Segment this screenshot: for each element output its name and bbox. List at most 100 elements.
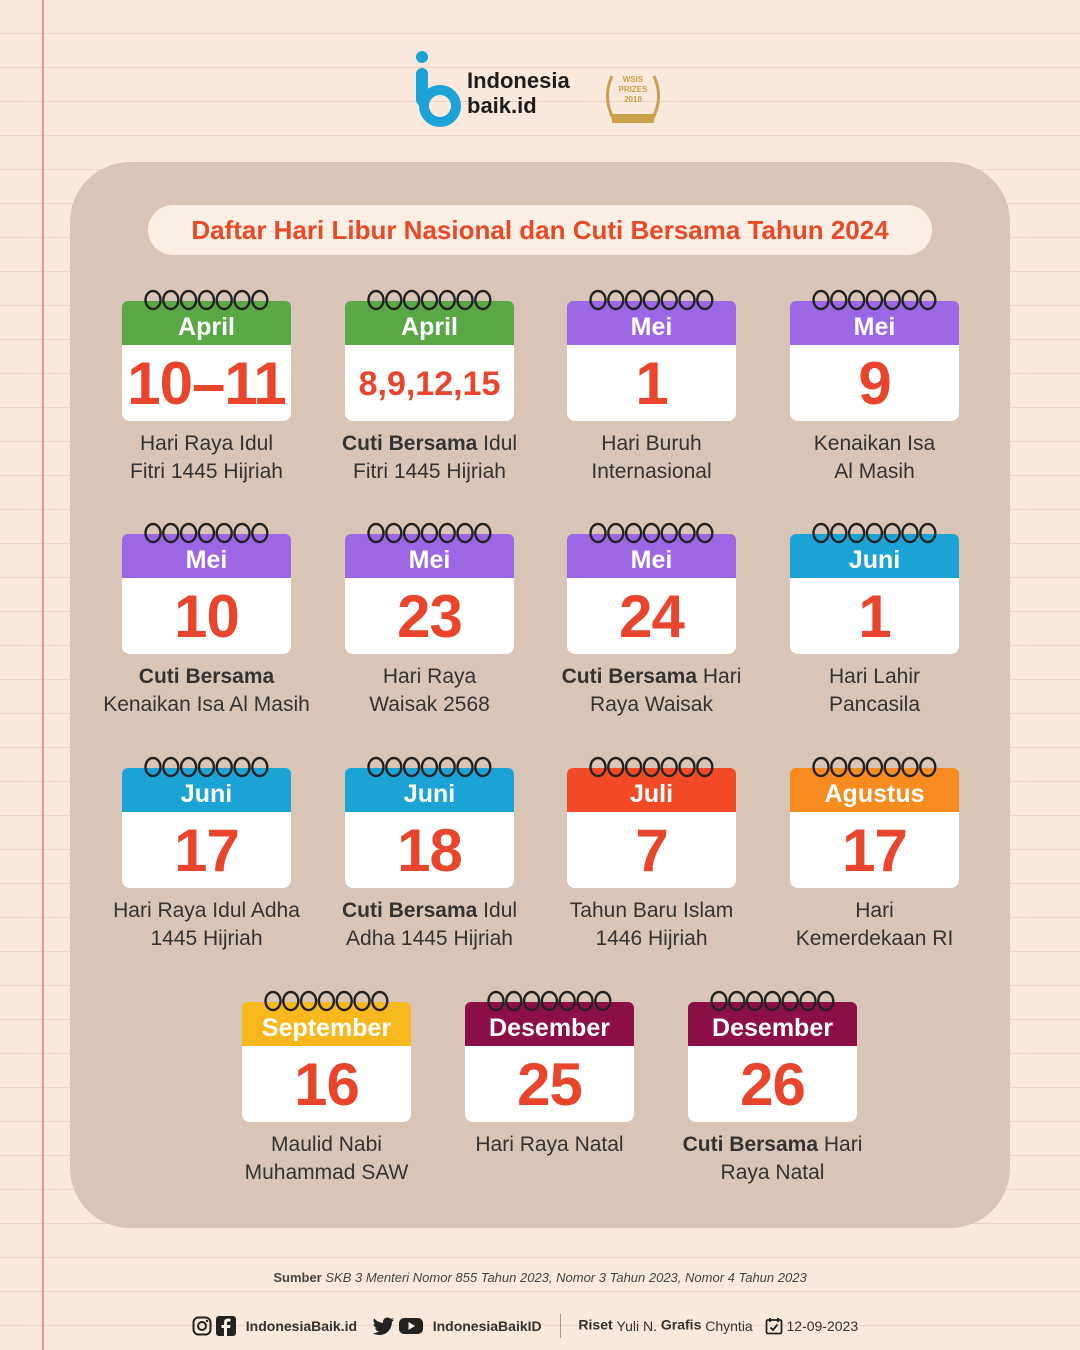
footer-handle-2[interactable]: IndonesiaBaikID <box>432 1318 542 1334</box>
facebook-icon[interactable] <box>215 1316 236 1336</box>
riset-name: Yuli N. <box>616 1318 657 1334</box>
caption-text-1: Hari Raya Idul <box>139 432 274 455</box>
indonesiabaik-logo-icon <box>416 51 461 127</box>
notebook-margin-line <box>42 0 44 1350</box>
riset-label: Riset <box>578 1316 613 1333</box>
caption-text-1: Idul <box>477 899 518 922</box>
holiday-caption: Hari Raya Waisak 2568 <box>310 663 550 719</box>
holiday-caption: Hari Lahir Pancasila <box>755 663 995 719</box>
caption-bold: Cuti Bersama <box>138 665 275 688</box>
caption-bold: Cuti Bersama <box>682 1133 819 1156</box>
caption-line-1: Cuti Bersama Idul <box>310 430 550 458</box>
calendar-rings-icon <box>144 522 269 544</box>
caption-line-1: Hari Raya Idul Adha <box>87 897 327 925</box>
holiday-caption: Cuti Bersama Hari Raya Waisak <box>532 663 772 719</box>
caption-bold: Cuti Bersama <box>561 665 698 688</box>
caption-line-2: Al Masih <box>834 460 915 483</box>
award-text: 2018 <box>624 95 642 104</box>
calendar-day: 16 <box>242 1046 411 1122</box>
calendar-card: Juli 7 <box>567 756 736 888</box>
caption-text-1: Hari <box>697 665 742 688</box>
caption-text-1: Maulid Nabi <box>271 1133 382 1156</box>
caption-line-1: Cuti Bersama Hari <box>532 663 772 691</box>
calendar-rings-icon <box>144 289 269 311</box>
calendar-rings-icon <box>264 990 389 1012</box>
footer-date: 12-09-2023 <box>786 1318 859 1334</box>
grafis-name: Chyntia <box>705 1318 753 1334</box>
calendar-day: 26 <box>688 1046 857 1122</box>
caption-line-2: Raya Natal <box>720 1161 825 1184</box>
page-title: Daftar Hari Libur Nasional dan Cuti Bers… <box>148 205 932 255</box>
caption-text-1: Hari Buruh <box>601 432 702 455</box>
caption-line-2: Waisak 2568 <box>369 693 490 716</box>
calendar-day: 10–11 <box>122 345 291 421</box>
holiday-caption: Cuti Bersama Kenaikan Isa Al Masih <box>87 663 327 719</box>
caption-line-2: 1446 Hijriah <box>595 927 708 950</box>
calendar-day: 24 <box>567 578 736 654</box>
caption-line-1: Hari Lahir <box>755 663 995 691</box>
calendar-check-icon <box>765 1318 783 1335</box>
calendar-card: Mei 9 <box>790 289 959 421</box>
caption-line-2: Fitri 1445 Hijriah <box>130 460 283 483</box>
caption-line-2: Adha 1445 Hijriah <box>346 927 513 950</box>
award-text: PRIZES <box>619 85 649 94</box>
holiday-caption: Hari Raya Idul Adha 1445 Hijriah <box>87 897 327 953</box>
caption-line-1: Maulid Nabi <box>207 1131 447 1159</box>
calendar-rings-icon <box>367 756 492 778</box>
calendar-rings-icon <box>144 756 269 778</box>
calendar-card: Juni 18 <box>345 756 514 888</box>
twitter-icon[interactable] <box>372 1317 395 1335</box>
caption-line-2: Internasional <box>591 460 712 483</box>
caption-line-2: 1445 Hijriah <box>150 927 263 950</box>
calendar-day: 1 <box>790 578 959 654</box>
caption-line-1: Kenaikan Isa <box>755 430 995 458</box>
calendar-card: Juni 1 <box>790 522 959 654</box>
youtube-icon[interactable] <box>398 1317 423 1335</box>
caption-line-2: Kemerdekaan RI <box>795 927 954 950</box>
caption-line-2: Kenaikan Isa Al Masih <box>103 693 310 716</box>
footer: IndonesiaBaik.id IndonesiaBaikID Riset Y… <box>192 1314 858 1344</box>
calendar-card: Desember 25 <box>465 990 634 1122</box>
calendar-day: 18 <box>345 812 514 888</box>
calendar-rings-icon <box>812 756 937 778</box>
calendar-rings-icon <box>589 756 714 778</box>
holiday-caption: Cuti Bersama Idul Fitri 1445 Hijriah <box>310 430 550 486</box>
caption-text-1: Hari Lahir <box>828 665 921 688</box>
wsis-award-badge: WSISPRIZES2018WINNER <box>606 75 660 123</box>
holiday-caption: Hari Raya Idul Fitri 1445 Hijriah <box>87 430 327 486</box>
instagram-icon[interactable] <box>192 1316 212 1336</box>
calendar-rings-icon <box>367 289 492 311</box>
holiday-caption: Hari Raya Natal <box>430 1131 670 1159</box>
footer-divider <box>559 1314 561 1338</box>
calendar-card: Juni 17 <box>122 756 291 888</box>
caption-text-1: Kenaikan Isa <box>813 432 936 455</box>
calendar-day: 10 <box>122 578 291 654</box>
holiday-caption: Tahun Baru Islam 1446 Hijriah <box>532 897 772 953</box>
calendar-rings-icon <box>710 990 835 1012</box>
caption-line-1: Cuti Bersama Hari <box>653 1131 893 1159</box>
caption-bold: Cuti Bersama <box>341 432 478 455</box>
caption-text-1: Tahun Baru Islam <box>569 899 734 922</box>
caption-line-2: Fitri 1445 Hijriah <box>353 460 506 483</box>
grafis-label: Grafis <box>660 1316 702 1333</box>
caption-text-1: Idul <box>477 432 518 455</box>
caption-line-2: Pancasila <box>828 693 921 716</box>
calendar-day: 7 <box>567 812 736 888</box>
caption-line-2: Raya Waisak <box>590 693 713 716</box>
caption-line-1: Hari Buruh <box>532 430 772 458</box>
calendar-card: Mei 1 <box>567 289 736 421</box>
calendar-day: 9 <box>790 345 959 421</box>
calendar-card: Agustus 17 <box>790 756 959 888</box>
calendar-day: 23 <box>345 578 514 654</box>
caption-line-1: Hari Raya Natal <box>430 1131 670 1159</box>
holiday-caption: Cuti Bersama Hari Raya Natal <box>653 1131 893 1187</box>
caption-text-1: Hari <box>855 899 894 922</box>
footer-handle-1[interactable]: IndonesiaBaik.id <box>245 1318 358 1334</box>
calendar-day: 17 <box>122 812 291 888</box>
calendar-card: April 8,9,12,15 <box>345 289 514 421</box>
logo-wordmark: Indonesia baik.id <box>467 68 570 118</box>
caption-text-1: Hari Raya Natal <box>475 1133 624 1156</box>
calendar-card: April 10–11 <box>122 289 291 421</box>
holiday-caption: Hari Buruh Internasional <box>532 430 772 486</box>
calendar-rings-icon <box>367 522 492 544</box>
